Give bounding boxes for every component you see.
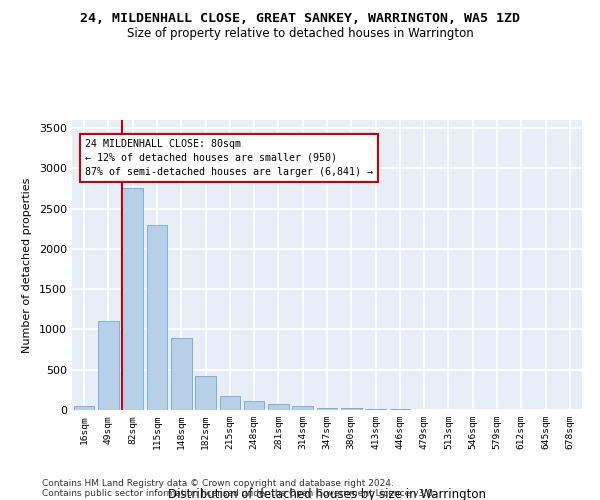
Bar bbox=[341, 408, 362, 410]
Bar bbox=[122, 188, 143, 410]
Text: Contains public sector information licensed under the Open Government Licence v3: Contains public sector information licen… bbox=[42, 488, 436, 498]
Bar bbox=[317, 408, 337, 410]
Y-axis label: Number of detached properties: Number of detached properties bbox=[22, 178, 32, 352]
Bar bbox=[268, 404, 289, 410]
Bar bbox=[365, 409, 386, 410]
Bar bbox=[244, 401, 265, 410]
Bar bbox=[98, 322, 119, 410]
Bar bbox=[195, 376, 216, 410]
Text: 24 MILDENHALL CLOSE: 80sqm
← 12% of detached houses are smaller (950)
87% of sem: 24 MILDENHALL CLOSE: 80sqm ← 12% of deta… bbox=[85, 138, 373, 176]
Text: Contains HM Land Registry data © Crown copyright and database right 2024.: Contains HM Land Registry data © Crown c… bbox=[42, 478, 394, 488]
Bar bbox=[292, 406, 313, 410]
Text: 24, MILDENHALL CLOSE, GREAT SANKEY, WARRINGTON, WA5 1ZD: 24, MILDENHALL CLOSE, GREAT SANKEY, WARR… bbox=[80, 12, 520, 26]
X-axis label: Distribution of detached houses by size in Warrington: Distribution of detached houses by size … bbox=[168, 488, 486, 500]
Bar bbox=[171, 338, 191, 410]
Bar bbox=[220, 396, 240, 410]
Bar bbox=[74, 406, 94, 410]
Text: Size of property relative to detached houses in Warrington: Size of property relative to detached ho… bbox=[127, 28, 473, 40]
Bar bbox=[146, 224, 167, 410]
